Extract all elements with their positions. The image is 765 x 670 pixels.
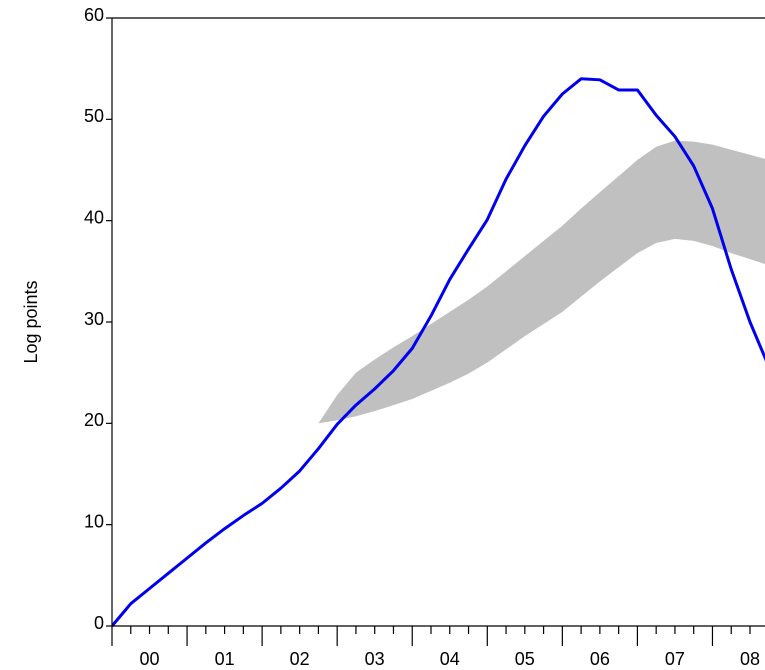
y-tick-label: 0 <box>94 613 104 633</box>
y-tick-label: 30 <box>84 309 104 329</box>
x-tick-label: 04 <box>440 649 460 669</box>
x-tick-label: 05 <box>515 649 535 669</box>
x-tick-label: 03 <box>365 649 385 669</box>
band <box>318 140 765 424</box>
x-tick-label: 08 <box>740 649 760 669</box>
y-axis-label: Log points <box>21 280 41 363</box>
x-tick-label: 01 <box>215 649 235 669</box>
line <box>112 77 765 627</box>
plot-area <box>112 77 765 627</box>
x-tick-label: 02 <box>290 649 310 669</box>
y-tick-label: 20 <box>84 410 104 430</box>
x-tick-label: 06 <box>590 649 610 669</box>
y-tick-label: 60 <box>84 5 104 25</box>
x-tick-label: 00 <box>140 649 160 669</box>
x-tick-label: 07 <box>665 649 685 669</box>
y-tick-label: 10 <box>84 511 104 531</box>
y-tick-label: 50 <box>84 106 104 126</box>
y-tick-label: 40 <box>84 207 104 227</box>
